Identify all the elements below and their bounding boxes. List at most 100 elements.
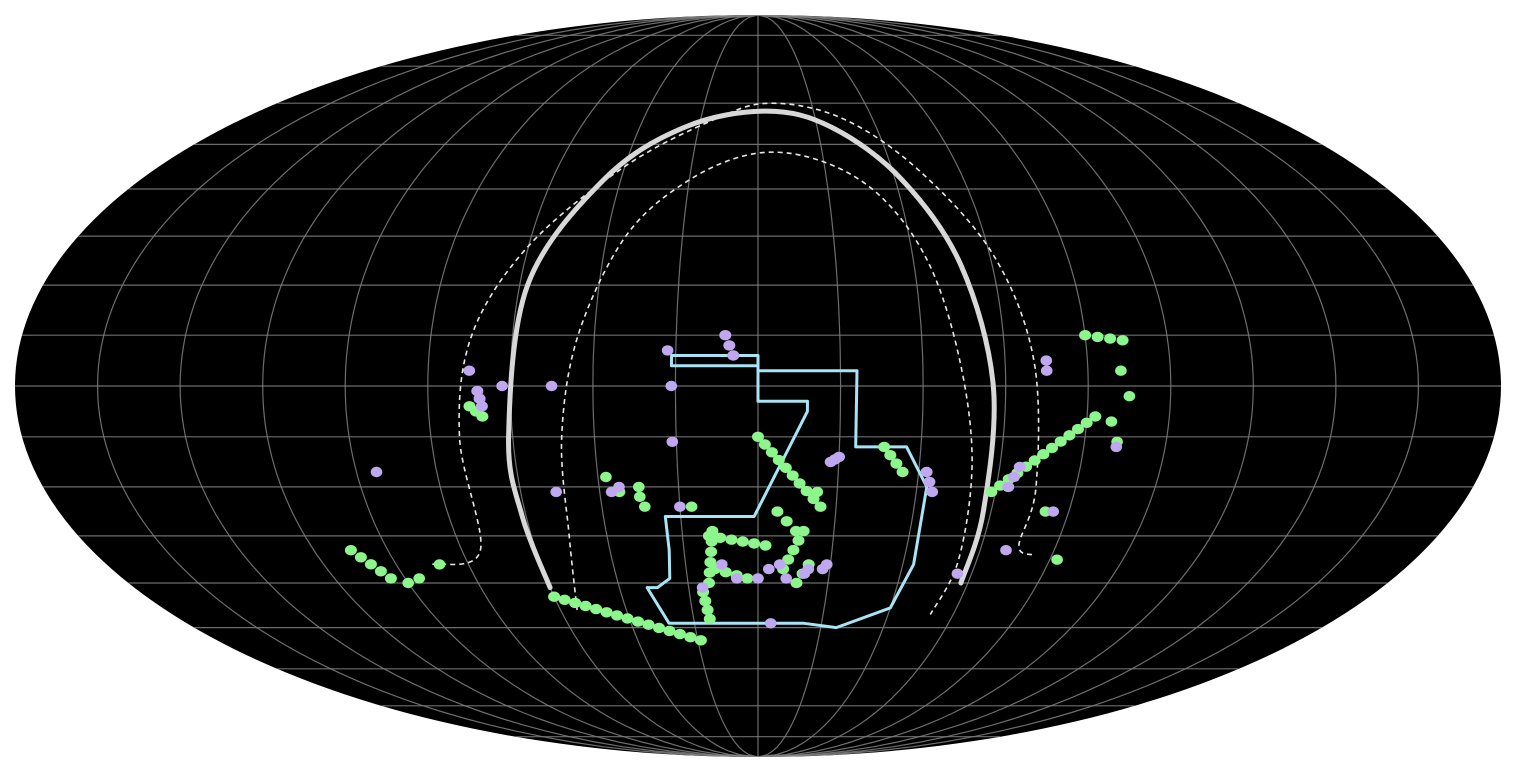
- track-point: [752, 431, 764, 442]
- track-point: [384, 573, 397, 584]
- track-point: [1104, 333, 1117, 344]
- data-point: [433, 559, 446, 570]
- track-point: [787, 544, 800, 556]
- track-point: [1089, 411, 1102, 422]
- data-point: [716, 559, 728, 570]
- data-point: [821, 559, 833, 570]
- reference-curves: [432, 102, 1040, 615]
- data-point: [1123, 391, 1136, 402]
- track: [1002, 461, 1026, 493]
- track-point: [793, 478, 806, 489]
- track-point: [758, 439, 771, 450]
- data-point: [370, 466, 383, 478]
- track: [344, 545, 397, 584]
- data-point: [665, 380, 678, 392]
- track-point: [600, 607, 613, 618]
- survey-footprint-layer: [645, 354, 929, 630]
- track-point: [569, 597, 582, 609]
- track-point: [736, 536, 749, 547]
- track: [703, 525, 719, 589]
- data-point: [639, 501, 651, 512]
- track-point: [759, 540, 772, 551]
- data-point: [463, 365, 476, 376]
- track-point: [684, 632, 697, 643]
- data-point: [550, 486, 562, 498]
- data-point: [1000, 545, 1012, 556]
- data-point: [1051, 554, 1063, 565]
- data-point: [731, 573, 743, 584]
- reference-plane-curve: [506, 108, 997, 591]
- track-point: [1046, 442, 1058, 454]
- data-point: [802, 563, 815, 575]
- track-point: [833, 451, 845, 463]
- track-point: [673, 628, 686, 640]
- track-point: [1013, 461, 1026, 473]
- track-point: [1063, 430, 1076, 441]
- track-point: [786, 470, 799, 481]
- track-point: [1008, 471, 1020, 483]
- data-point: [685, 501, 698, 512]
- data-point: [674, 501, 686, 512]
- track-point: [765, 447, 778, 458]
- track-point: [704, 557, 717, 568]
- track-point: [476, 411, 489, 422]
- track-point: [558, 594, 571, 605]
- track-point: [725, 534, 738, 545]
- data-point: [811, 486, 824, 498]
- series-2: [370, 330, 1123, 629]
- track-point: [1002, 481, 1015, 493]
- inner-dashed-boundary: [560, 151, 973, 615]
- track: [702, 530, 772, 551]
- track-point: [878, 441, 891, 453]
- track-point: [926, 486, 939, 498]
- track: [548, 591, 707, 646]
- track-point: [475, 401, 488, 412]
- data-point: [496, 380, 508, 392]
- outer-dashed-boundary: [432, 102, 1040, 566]
- data-point: [1115, 365, 1127, 376]
- track-point: [354, 552, 367, 563]
- track: [1079, 330, 1129, 346]
- track-point: [699, 595, 712, 607]
- track-point: [772, 454, 785, 466]
- track-point: [884, 450, 897, 461]
- track-point: [548, 591, 561, 602]
- track-point: [1116, 335, 1129, 346]
- data-point: [763, 563, 775, 575]
- track-point: [923, 476, 936, 488]
- data-point: [413, 573, 426, 584]
- track-point: [779, 462, 792, 473]
- data-point: [605, 486, 618, 498]
- track-point: [771, 506, 784, 517]
- track-point: [705, 546, 718, 557]
- track-point: [653, 622, 665, 634]
- track-point: [706, 525, 719, 537]
- track-point: [985, 486, 998, 498]
- track-point: [632, 616, 644, 627]
- data-point: [780, 573, 792, 584]
- data-point: [1040, 355, 1053, 366]
- track-point: [694, 635, 707, 646]
- data-point: [633, 481, 645, 493]
- track-point: [1072, 423, 1084, 435]
- track-point: [663, 625, 676, 637]
- data-point: [696, 582, 709, 593]
- track: [463, 401, 489, 422]
- data-point: [1110, 441, 1123, 453]
- track-point: [1080, 417, 1093, 428]
- track-point: [741, 573, 754, 584]
- track-point: [364, 559, 377, 570]
- track-point: [611, 610, 623, 621]
- track-point: [790, 577, 803, 589]
- track-point: [1091, 331, 1104, 343]
- data-point: [773, 559, 786, 570]
- survey-footprint-outline: [645, 354, 929, 630]
- track-point: [621, 613, 634, 624]
- data-point: [402, 577, 415, 589]
- track-point: [727, 350, 740, 361]
- data-point: [1047, 506, 1059, 517]
- track-point: [701, 604, 714, 616]
- track-point: [797, 525, 810, 537]
- track-point: [1054, 436, 1067, 447]
- track-point: [1079, 330, 1092, 341]
